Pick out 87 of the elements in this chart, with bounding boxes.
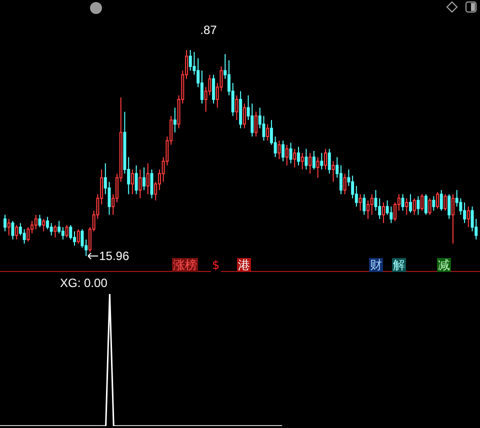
candlestick	[316, 156, 320, 178]
candlestick	[440, 190, 443, 212]
candlestick	[282, 140, 285, 162]
candlestick	[320, 152, 324, 170]
candlestick	[416, 196, 420, 216]
candlestick	[343, 173, 346, 195]
candlestick	[80, 228, 84, 248]
candlestick	[4, 214, 6, 232]
candlestick	[300, 152, 304, 170]
candlestick	[212, 74, 216, 104]
candlestick	[408, 194, 412, 214]
candlestick	[26, 226, 30, 242]
candlestick	[65, 224, 68, 238]
candlestick	[254, 111, 258, 138]
candlestick	[328, 148, 331, 174]
candlestick	[46, 216, 49, 230]
candlestick	[278, 140, 281, 160]
candlestick	[362, 194, 366, 216]
candlestick	[370, 194, 374, 216]
candlestick	[354, 185, 358, 208]
candlestick	[448, 194, 451, 220]
candlestick	[296, 146, 300, 166]
candlestick	[38, 214, 42, 228]
candlestick	[130, 168, 134, 195]
text: .87	[200, 23, 218, 37]
candlestick	[235, 94, 238, 121]
candlestick	[73, 230, 76, 246]
candlestick	[34, 214, 38, 230]
candlestick	[50, 222, 53, 236]
candlestick	[463, 202, 466, 224]
candlestick	[332, 160, 335, 182]
candlestick	[308, 152, 312, 174]
candlestick	[76, 228, 80, 244]
candlestick	[173, 107, 176, 133]
candlestick	[304, 148, 308, 170]
candlestick	[428, 198, 432, 216]
candlestick	[22, 228, 26, 244]
candlestick	[108, 181, 111, 216]
text: 财	[369, 258, 383, 272]
candlestick	[7, 218, 10, 236]
candlestick	[374, 190, 378, 212]
candlestick	[142, 166, 146, 191]
candlestick	[42, 218, 46, 232]
candlestick	[266, 124, 270, 142]
text: 涨榜	[172, 258, 198, 272]
candlestick	[293, 148, 296, 168]
candlestick	[358, 194, 362, 212]
text: $	[211, 258, 221, 272]
text: 港	[237, 258, 251, 272]
candlestick	[285, 144, 288, 166]
annotation: 15.96	[99, 249, 130, 263]
candlestick	[54, 224, 57, 238]
candlestick	[18, 222, 22, 236]
candlestick	[339, 164, 342, 195]
candlestick	[436, 192, 440, 210]
candlestick	[69, 224, 72, 240]
candlestick	[394, 202, 397, 222]
candlestick	[134, 164, 138, 195]
candlestick	[188, 50, 192, 72]
candlestick	[324, 148, 328, 170]
text: 减	[437, 258, 451, 272]
candlestick	[200, 70, 204, 104]
candlestick	[150, 168, 154, 199]
candlestick	[61, 226, 64, 240]
candlestick	[366, 200, 370, 220]
candlestick	[289, 142, 292, 164]
candlestick	[401, 194, 404, 212]
candlestick	[378, 198, 382, 220]
candlestick	[432, 196, 436, 212]
candlestick	[312, 150, 316, 170]
candlestick	[444, 194, 447, 212]
candlestick	[405, 198, 408, 216]
candlestick	[58, 220, 61, 234]
candlestick	[412, 198, 416, 216]
candlestick	[138, 168, 142, 199]
candlestick	[466, 206, 470, 228]
candlestick	[351, 175, 354, 199]
candlestick	[15, 224, 18, 240]
candlestick	[424, 194, 428, 216]
text: 解	[392, 258, 406, 272]
candlestick	[382, 202, 385, 224]
chart-title: XG: 0.00	[60, 276, 108, 290]
candlestick	[451, 194, 454, 244]
candlestick	[242, 103, 246, 129]
candlestick	[146, 162, 150, 195]
candlestick	[11, 220, 14, 240]
candlestick	[420, 194, 424, 212]
